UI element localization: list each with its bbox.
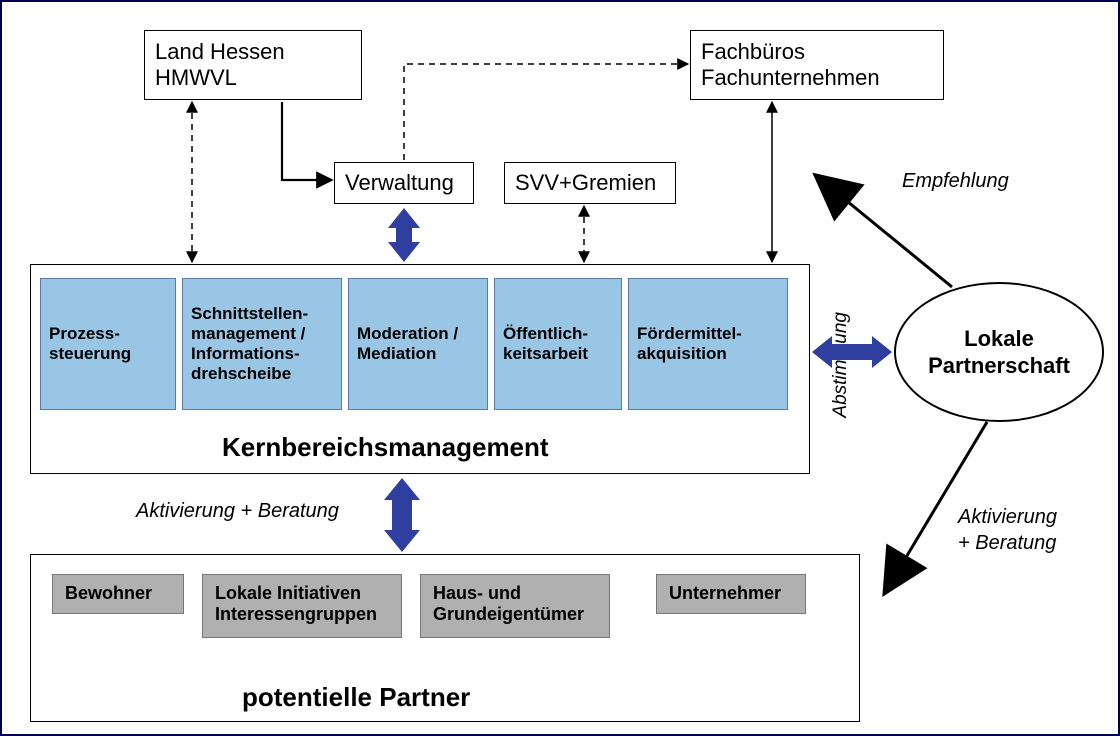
text: Interessengruppen xyxy=(215,604,377,625)
node-lokale-partnerschaft: Lokale Partnerschaft xyxy=(894,282,1104,422)
edge-verwaltung-fachbueros xyxy=(404,64,688,160)
text: Land Hessen xyxy=(155,39,285,65)
label-aktivierung-2: Aktivierung + Beratung xyxy=(958,504,1057,556)
text: akquisition xyxy=(637,344,742,364)
text: keitsarbeit xyxy=(503,344,588,364)
text: Fachbüros xyxy=(701,39,880,65)
text: Haus- und xyxy=(433,583,584,604)
text: Partnerschaft xyxy=(928,352,1070,380)
partner-box-bewohner: Bewohner xyxy=(52,574,184,614)
partner-box-unternehmer: Unternehmer xyxy=(656,574,806,614)
text: Informations- xyxy=(191,344,308,364)
text: Fachunternehmen xyxy=(701,65,880,91)
text: management / xyxy=(191,324,308,344)
text: + Beratung xyxy=(958,530,1057,556)
kern-box-schnittstellen: Schnittstellen- management / Information… xyxy=(182,278,342,410)
blue-arrow-verwaltung-kern xyxy=(388,208,420,262)
title-partner: potentielle Partner xyxy=(242,682,470,713)
text: Lokale Initiativen xyxy=(215,583,377,604)
text: Öffentlich- xyxy=(503,324,588,344)
text: Bewohner xyxy=(65,583,152,604)
title-kernbereich: Kernbereichsmanagement xyxy=(222,432,549,463)
label-empfehlung: Empfehlung xyxy=(902,170,1009,193)
text: Grundeigentümer xyxy=(433,604,584,625)
text: Unternehmer xyxy=(669,583,781,604)
label-abstimmung: Abstimmung xyxy=(830,312,852,418)
text: steuerung xyxy=(49,344,131,364)
diagram-canvas: Land Hessen HMWVL Fachbüros Fachunterneh… xyxy=(0,0,1120,736)
blue-arrow-kern-ellipse xyxy=(812,336,892,368)
text: drehscheibe xyxy=(191,364,308,384)
blue-arrow-kern-partner xyxy=(384,478,420,552)
edge-empfehlung xyxy=(842,197,952,287)
partner-box-initiativen: Lokale Initiativen Interessengruppen xyxy=(202,574,402,638)
text: Lokale xyxy=(928,325,1070,353)
kern-box-moderation: Moderation / Mediation xyxy=(348,278,488,410)
text: Mediation xyxy=(357,344,458,364)
kern-box-prozess: Prozess- steuerung xyxy=(40,278,176,410)
text: Moderation / xyxy=(357,324,458,344)
node-verwaltung: Verwaltung xyxy=(334,162,474,204)
text: HMWVL xyxy=(155,65,285,91)
partner-box-haus: Haus- und Grundeigentümer xyxy=(420,574,610,638)
text: Schnittstellen- xyxy=(191,304,308,324)
label-aktivierung-1: Aktivierung + Beratung xyxy=(136,500,339,523)
text: Aktivierung xyxy=(958,504,1057,530)
kern-box-foerdermittel: Fördermittel- akquisition xyxy=(628,278,788,410)
node-svv-gremien: SVV+Gremien xyxy=(504,162,676,204)
text: Fördermittel- xyxy=(637,324,742,344)
text: SVV+Gremien xyxy=(515,170,656,196)
text: Prozess- xyxy=(49,324,131,344)
text: Verwaltung xyxy=(345,170,454,196)
node-fachbueros: Fachbüros Fachunternehmen xyxy=(690,30,944,100)
edge-land-verwaltung xyxy=(282,102,332,180)
node-land-hessen: Land Hessen HMWVL xyxy=(144,30,362,100)
kern-box-oeffentlichkeit: Öffentlich- keitsarbeit xyxy=(494,278,622,410)
